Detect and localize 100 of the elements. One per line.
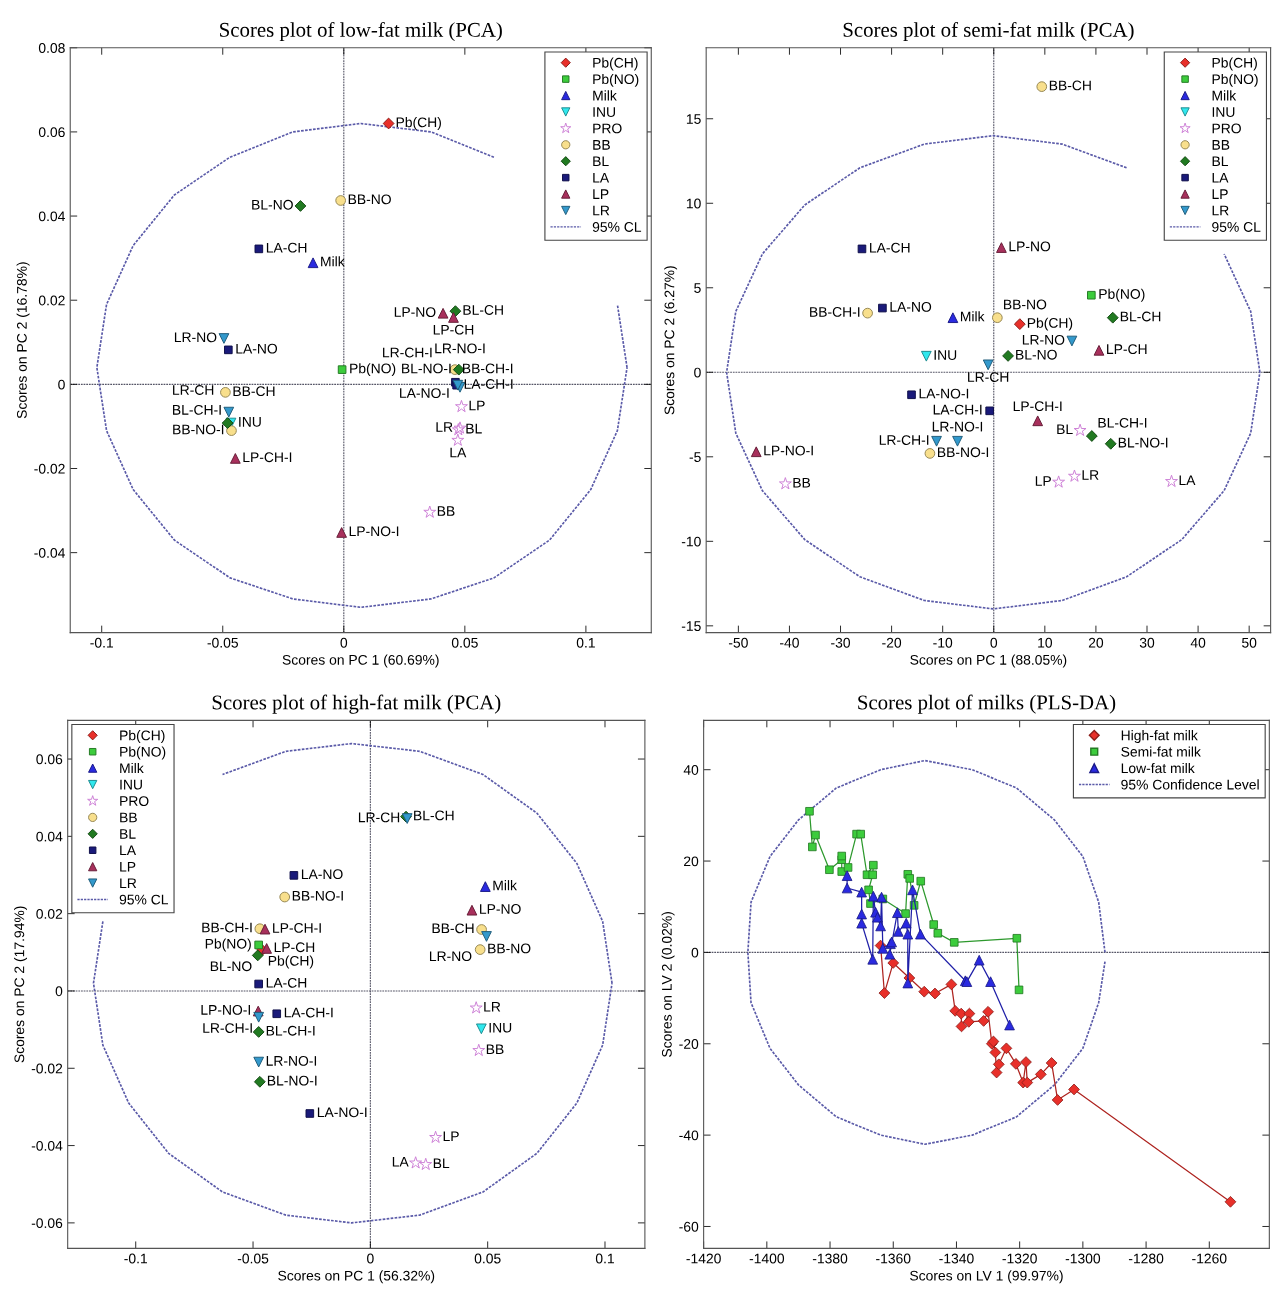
annotation: BB [437, 506, 455, 516]
annotation: BL [1057, 424, 1073, 435]
y-tick-label: -0.02 [31, 1063, 63, 1074]
legend-label: PRO [1212, 123, 1241, 134]
annotation: Pb(CH) [1027, 317, 1073, 331]
annotation: LP-CH [1107, 344, 1147, 355]
annotation: Pb(NO) [1099, 288, 1145, 302]
annotation: LR-CH [173, 385, 214, 395]
legend-label: Milk [1212, 90, 1237, 101]
x-tick-label: 0.05 [451, 637, 478, 648]
y-tick-label: 0 [694, 367, 701, 378]
annotation: LR-CH [968, 372, 1009, 382]
y-tick-label: 0.04 [38, 211, 65, 222]
annotation: BL-CH-I [173, 404, 221, 415]
annotation: Pb(CH) [268, 955, 314, 969]
annotation: BB-NO [1004, 299, 1047, 310]
x-tick-label: 0.1 [576, 637, 595, 648]
x-tick-label: -30 [831, 637, 851, 648]
y-tick-label: 10 [686, 198, 701, 209]
annotation: BB-NO-I [292, 890, 343, 901]
annotation: BB [486, 1044, 504, 1055]
x-tick-label: -1320 [1002, 1253, 1037, 1264]
annotation: BL-NO-I [1118, 437, 1168, 448]
annotation: LR-CH-I [879, 435, 929, 445]
legend-label: LA [120, 845, 137, 856]
annotation: BB [793, 477, 811, 488]
annotation: LP [443, 1131, 459, 1142]
annotation: BB-NO [348, 194, 391, 205]
y-tick-label: 0 [58, 379, 65, 390]
legend-label: LR [120, 878, 137, 888]
legend-label: LA [593, 172, 610, 183]
annotation: BL-NO [210, 961, 252, 972]
annotation: LR-NO [429, 951, 472, 962]
legend-label: Pb(NO) [593, 73, 639, 87]
legend-label: BL [120, 829, 136, 839]
x-tick-label: 0 [367, 1253, 374, 1264]
y-tick-label: 0.02 [38, 295, 65, 306]
annotation: BB-NO-I [173, 424, 224, 435]
legend-label: INU [120, 779, 142, 790]
annotation: LR-NO-I [932, 421, 983, 432]
annotation: LA-NO [301, 869, 343, 880]
legend-label: 95% CL [592, 222, 642, 232]
annotation: Milk [493, 880, 517, 891]
x-tick-label: -0.1 [90, 637, 113, 648]
x-tick-label: -1360 [876, 1253, 911, 1264]
x-tick-label: -0.1 [124, 1253, 148, 1264]
annotation: LA [1179, 475, 1196, 486]
annotation: BB-CH [432, 923, 474, 934]
x-tick-label: 50 [1241, 637, 1257, 648]
annotation: LP-CH [274, 942, 315, 953]
annotation: BB-CH-I [202, 922, 252, 933]
y-tick-label: 0 [691, 947, 699, 958]
annotation: LA-CH [870, 242, 910, 253]
annotation: LP [1035, 476, 1051, 486]
annotation: LR [436, 422, 453, 432]
x-tick-label: -0.05 [207, 637, 238, 648]
annotation: Pb(NO) [205, 938, 251, 952]
legend-label: LP [120, 861, 136, 872]
annotation: LP-CH-I [243, 452, 292, 463]
chart-title: Scores plot of high-fat milk (PCA) [212, 694, 501, 714]
x-axis-title: Scores on PC 1 (88.05%) [910, 654, 1067, 668]
x-tick-label: -10 [933, 637, 953, 648]
annotation: BL-NO-I [402, 363, 451, 374]
annotation: BB-CH [1049, 80, 1091, 91]
annotation: BB-CH-I [463, 363, 513, 374]
legend-label: BB [1212, 140, 1230, 150]
annotation: LP-CH-I [1013, 401, 1062, 412]
legend-label: LR [1212, 205, 1229, 216]
legend-label: 95% CL [1212, 222, 1261, 232]
x-tick-label: 10 [1038, 637, 1053, 648]
y-axis-title: Scores on PC 2 (6.27%) [664, 266, 678, 415]
x-tick-label: -1300 [1065, 1253, 1101, 1264]
annotation: LR-CH-I [203, 1023, 252, 1033]
y-tick-label: -0.06 [31, 1218, 63, 1229]
annotation: LP-NO-I [201, 1004, 250, 1015]
x-axis-title: Scores on LV 1 (99.97%) [910, 1270, 1063, 1284]
annotation: LR [484, 1002, 501, 1012]
annotation: LR-NO [1022, 334, 1065, 345]
annotation: LA [450, 447, 467, 458]
annotation: BL-CH-I [266, 1025, 315, 1036]
y-tick-label: -20 [679, 1039, 699, 1049]
legend-label: Low-fat milk [1121, 762, 1195, 774]
y-tick-label: 0.02 [36, 908, 63, 919]
annotation: BB-CH [233, 386, 275, 397]
x-tick-label: 30 [1139, 637, 1155, 648]
x-tick-label: 0.05 [474, 1253, 501, 1264]
x-tick-label: 40 [1190, 637, 1206, 648]
y-tick-label: 20 [684, 856, 699, 867]
annotation: LR-NO-I [266, 1055, 317, 1066]
x-tick-label: -20 [882, 637, 902, 648]
annotation: BL-CH [1120, 311, 1161, 322]
annotation: LA-NO-I [919, 388, 969, 399]
legend-label: Pb(NO) [120, 746, 166, 760]
y-tick-label: -60 [679, 1221, 699, 1232]
x-tick-label: -0.05 [237, 1253, 269, 1264]
annotation: LR-NO [174, 332, 217, 343]
legend-label: LP [593, 189, 609, 199]
y-tick-label: 0.06 [36, 754, 63, 765]
annotation: INU [934, 350, 957, 360]
x-tick-label: -1420 [686, 1253, 721, 1264]
